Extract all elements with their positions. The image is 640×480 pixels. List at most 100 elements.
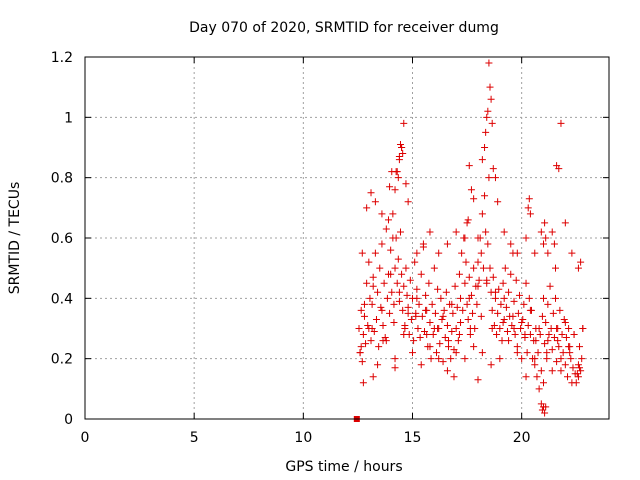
data-point bbox=[498, 337, 506, 345]
data-point bbox=[557, 119, 565, 127]
data-point bbox=[494, 309, 502, 317]
data-point bbox=[441, 334, 449, 342]
data-point bbox=[362, 340, 370, 348]
data-point bbox=[574, 361, 582, 369]
data-point bbox=[494, 198, 502, 206]
data-point bbox=[396, 228, 404, 236]
data-point bbox=[394, 174, 402, 182]
data-point bbox=[574, 373, 582, 381]
data-point bbox=[540, 240, 547, 248]
data-point bbox=[461, 234, 469, 242]
data-point bbox=[390, 318, 398, 326]
data-point bbox=[579, 325, 587, 332]
data-point bbox=[447, 355, 455, 363]
data-point bbox=[435, 355, 443, 363]
data-point bbox=[395, 288, 403, 296]
data-point bbox=[570, 331, 578, 339]
data-point bbox=[544, 249, 552, 257]
data-point bbox=[565, 325, 573, 332]
data-point bbox=[475, 276, 483, 284]
data-point bbox=[369, 282, 377, 290]
data-point bbox=[544, 337, 552, 345]
data-point bbox=[452, 325, 460, 332]
data-point bbox=[569, 364, 577, 372]
data-point bbox=[442, 288, 450, 296]
data-point bbox=[461, 355, 469, 363]
data-point bbox=[557, 367, 565, 375]
data-point bbox=[394, 255, 402, 263]
data-point bbox=[400, 331, 408, 339]
y-axis-label: SRMTID / TECUs bbox=[7, 182, 23, 295]
data-point bbox=[510, 297, 518, 305]
data-point bbox=[474, 234, 482, 242]
data-point bbox=[502, 303, 510, 311]
data-point bbox=[548, 346, 556, 354]
data-point bbox=[378, 240, 386, 248]
data-point bbox=[434, 325, 442, 332]
data-point bbox=[474, 258, 482, 266]
data-point bbox=[577, 367, 585, 375]
data-point bbox=[429, 331, 437, 339]
data-point bbox=[380, 279, 388, 287]
data-point bbox=[540, 294, 547, 302]
data-point bbox=[548, 228, 556, 236]
data-point bbox=[398, 144, 406, 151]
data-point bbox=[526, 210, 534, 218]
data-point bbox=[374, 288, 382, 296]
data-point bbox=[538, 312, 546, 320]
data-point bbox=[555, 165, 563, 173]
data-point bbox=[519, 315, 527, 323]
data-point bbox=[396, 140, 404, 148]
data-point bbox=[542, 403, 550, 411]
data-point bbox=[561, 219, 569, 227]
data-point bbox=[474, 376, 482, 384]
data-point bbox=[531, 361, 539, 369]
data-point bbox=[366, 294, 374, 302]
data-point bbox=[388, 168, 396, 176]
data-point bbox=[379, 321, 387, 329]
data-point bbox=[487, 361, 495, 369]
data-point bbox=[457, 318, 465, 326]
data-point bbox=[462, 258, 470, 266]
data-point bbox=[391, 364, 399, 372]
data-point bbox=[435, 249, 443, 257]
data-point bbox=[496, 325, 504, 332]
data-point bbox=[402, 264, 410, 272]
data-point bbox=[384, 216, 392, 224]
data-point bbox=[464, 216, 472, 224]
data-point bbox=[439, 358, 447, 366]
y-tick-label: 1.2 bbox=[51, 50, 73, 66]
data-point bbox=[523, 349, 531, 357]
data-point bbox=[488, 119, 496, 127]
data-point bbox=[521, 331, 529, 339]
grid-lines bbox=[85, 57, 609, 419]
data-point bbox=[359, 379, 367, 387]
data-point bbox=[518, 318, 526, 326]
data-point bbox=[489, 165, 497, 173]
x-tick-label: 0 bbox=[81, 430, 90, 446]
data-point bbox=[524, 321, 532, 329]
data-point bbox=[499, 318, 507, 326]
data-point bbox=[542, 234, 550, 242]
data-point bbox=[454, 337, 462, 345]
data-point bbox=[481, 144, 489, 151]
data-point bbox=[417, 361, 425, 369]
data-point bbox=[431, 309, 439, 317]
data-point bbox=[378, 306, 386, 314]
y-tick-label: 1 bbox=[64, 110, 73, 126]
data-point bbox=[369, 373, 377, 381]
data-point bbox=[511, 331, 519, 339]
data-point bbox=[371, 249, 379, 257]
data-point bbox=[413, 285, 421, 293]
data-point bbox=[573, 370, 581, 378]
data-point bbox=[367, 189, 375, 197]
data-point bbox=[466, 325, 474, 332]
data-point bbox=[542, 318, 550, 326]
data-point bbox=[369, 273, 377, 281]
data-point bbox=[500, 294, 508, 302]
data-point bbox=[491, 294, 499, 302]
data-point bbox=[377, 303, 385, 311]
data-point bbox=[375, 343, 383, 351]
data-point bbox=[395, 156, 403, 164]
